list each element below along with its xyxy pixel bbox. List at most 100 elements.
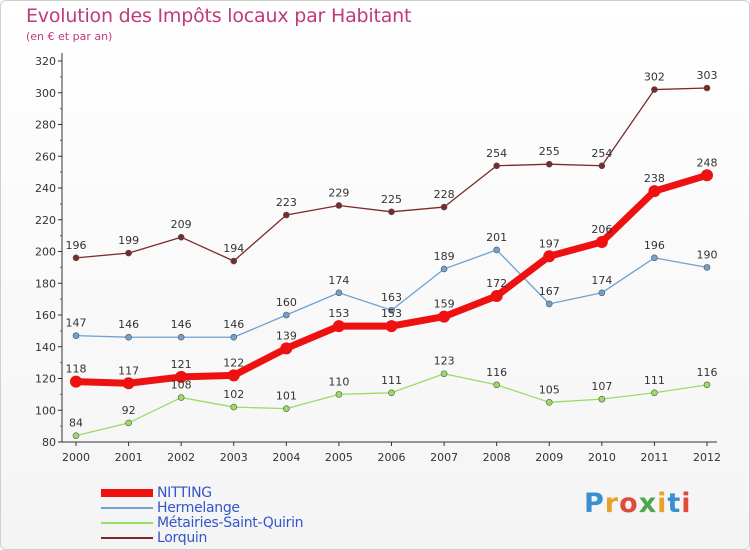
data-point bbox=[70, 375, 82, 388]
data-point bbox=[283, 405, 290, 412]
legend-label: Métairies-Saint-Quirin bbox=[157, 515, 304, 531]
data-point bbox=[335, 289, 343, 297]
data-label: 303 bbox=[697, 69, 718, 82]
data-label: 167 bbox=[539, 285, 560, 298]
x-tick-label: 2003 bbox=[220, 451, 248, 464]
data-label: 254 bbox=[591, 147, 612, 160]
data-label: 147 bbox=[66, 317, 87, 330]
data-point bbox=[545, 399, 553, 406]
data-point bbox=[651, 254, 658, 262]
data-label: 146 bbox=[223, 318, 244, 331]
data-label: 248 bbox=[697, 156, 718, 169]
y-tick-label: 220 bbox=[35, 214, 56, 227]
data-label: 163 bbox=[381, 291, 402, 304]
data-label: 172 bbox=[486, 277, 507, 290]
data-label: 174 bbox=[591, 274, 612, 287]
legend: NITTING Hermelange Métairies-Saint-Quiri… bbox=[101, 485, 341, 546]
data-point bbox=[283, 211, 290, 219]
data-point bbox=[125, 419, 132, 427]
x-tick-label: 2009 bbox=[535, 451, 563, 464]
data-point bbox=[493, 162, 500, 170]
data-label: 101 bbox=[276, 390, 297, 403]
data-point bbox=[177, 394, 185, 401]
data-point bbox=[651, 389, 658, 397]
data-point bbox=[651, 86, 658, 93]
data-point bbox=[177, 233, 185, 241]
data-label: 102 bbox=[223, 388, 244, 401]
data-label: 223 bbox=[276, 196, 297, 209]
data-label: 146 bbox=[171, 318, 192, 331]
data-label: 123 bbox=[434, 355, 455, 368]
data-point bbox=[595, 235, 608, 248]
data-point bbox=[283, 311, 290, 319]
data-point bbox=[598, 162, 606, 170]
x-tick-label: 2002 bbox=[167, 451, 195, 464]
logo-letter: x bbox=[638, 488, 658, 519]
data-label: 302 bbox=[644, 71, 665, 84]
data-point bbox=[545, 160, 553, 168]
data-point bbox=[175, 370, 188, 383]
data-label: 225 bbox=[381, 193, 402, 206]
y-tick-label: 240 bbox=[35, 182, 56, 195]
data-label: 174 bbox=[328, 274, 349, 287]
data-point bbox=[388, 208, 395, 216]
y-tick-label: 120 bbox=[35, 373, 56, 386]
data-point bbox=[227, 369, 240, 382]
data-point bbox=[598, 289, 606, 297]
data-label: 209 bbox=[171, 218, 192, 231]
data-label: 105 bbox=[539, 383, 560, 396]
data-point bbox=[72, 254, 80, 262]
data-label: 92 bbox=[122, 404, 136, 417]
x-tick-label: 2005 bbox=[325, 451, 353, 464]
data-label: 196 bbox=[644, 239, 665, 252]
y-tick-label: 140 bbox=[35, 341, 56, 354]
data-point bbox=[335, 391, 343, 398]
legend-label: Lorquin bbox=[157, 530, 208, 546]
legend-swatch bbox=[101, 522, 153, 524]
data-label: 122 bbox=[223, 356, 244, 369]
data-point bbox=[703, 264, 711, 271]
data-label: 189 bbox=[434, 250, 455, 263]
x-tick-label: 2004 bbox=[272, 451, 300, 464]
data-point bbox=[125, 333, 132, 341]
data-label: 199 bbox=[118, 234, 139, 247]
data-point bbox=[125, 249, 132, 257]
data-label: 111 bbox=[644, 374, 665, 387]
y-tick-label: 320 bbox=[35, 55, 56, 68]
data-label: 146 bbox=[118, 318, 139, 331]
data-label: 201 bbox=[486, 231, 507, 244]
chart-title: Evolution des Impôts locaux par Habitant bbox=[26, 5, 412, 27]
data-point bbox=[493, 246, 500, 254]
data-label: 111 bbox=[381, 374, 402, 387]
y-tick-label: 160 bbox=[35, 309, 56, 322]
series-line bbox=[72, 171, 711, 387]
logo-letter: i bbox=[681, 488, 692, 519]
y-tick-label: 180 bbox=[35, 277, 56, 290]
logo-letter: P bbox=[584, 488, 605, 519]
y-tick-label: 280 bbox=[35, 119, 56, 132]
x-tick-label: 2011 bbox=[640, 451, 668, 464]
legend-swatch bbox=[101, 489, 153, 497]
data-label: 84 bbox=[69, 417, 83, 430]
x-tick-label: 2000 bbox=[62, 451, 90, 464]
data-label: 206 bbox=[591, 223, 612, 236]
data-point bbox=[493, 381, 500, 389]
data-label: 160 bbox=[276, 296, 297, 309]
logo-letter: t bbox=[667, 488, 682, 519]
data-point bbox=[335, 202, 343, 209]
data-label: 194 bbox=[223, 242, 244, 255]
data-point bbox=[280, 342, 293, 355]
data-point bbox=[490, 289, 503, 302]
chart-subtitle: (en € et par an) bbox=[26, 30, 113, 43]
data-point bbox=[701, 169, 713, 182]
logo-letter: o bbox=[619, 488, 639, 519]
data-label: 153 bbox=[381, 307, 402, 320]
data-point bbox=[177, 333, 185, 341]
data-label: 117 bbox=[118, 364, 139, 377]
data-point bbox=[440, 203, 448, 211]
data-label: 196 bbox=[66, 239, 87, 252]
data-point bbox=[703, 84, 711, 92]
data-label: 108 bbox=[171, 379, 192, 392]
y-tick-label: 100 bbox=[35, 404, 56, 417]
